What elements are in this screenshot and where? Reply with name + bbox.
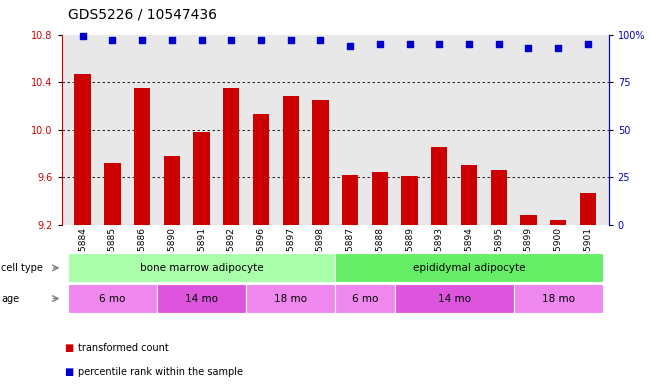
Point xyxy=(286,37,296,43)
Point xyxy=(404,41,415,47)
Point xyxy=(374,41,385,47)
Bar xyxy=(402,176,418,225)
Point xyxy=(493,41,504,47)
Bar xyxy=(246,284,335,313)
Bar xyxy=(104,163,120,225)
Bar xyxy=(372,172,388,225)
Point xyxy=(77,33,88,40)
Bar xyxy=(520,215,536,225)
Text: epididymal adipocyte: epididymal adipocyte xyxy=(413,263,525,273)
Point xyxy=(226,37,236,43)
Point xyxy=(583,41,593,47)
Bar xyxy=(68,253,335,282)
Text: age: age xyxy=(1,293,20,304)
Text: ■: ■ xyxy=(65,367,77,377)
Bar xyxy=(74,74,91,225)
Bar xyxy=(550,220,566,225)
Bar xyxy=(253,114,269,225)
Point xyxy=(464,41,474,47)
Point xyxy=(137,37,147,43)
Text: GDS5226 / 10547436: GDS5226 / 10547436 xyxy=(68,7,217,21)
Bar xyxy=(491,170,507,225)
Bar xyxy=(461,165,477,225)
Text: 14 mo: 14 mo xyxy=(437,293,471,304)
Point xyxy=(553,45,563,51)
Text: transformed count: transformed count xyxy=(78,343,169,353)
Point xyxy=(345,43,355,49)
Bar xyxy=(193,132,210,225)
Point xyxy=(107,37,118,43)
Text: percentile rank within the sample: percentile rank within the sample xyxy=(78,367,243,377)
Text: 18 mo: 18 mo xyxy=(274,293,307,304)
Point xyxy=(523,45,534,51)
Bar xyxy=(342,175,358,225)
Bar xyxy=(514,284,603,313)
Text: 6 mo: 6 mo xyxy=(99,293,126,304)
Bar xyxy=(134,88,150,225)
Bar xyxy=(335,284,395,313)
Bar xyxy=(312,100,329,225)
Text: bone marrow adipocyte: bone marrow adipocyte xyxy=(140,263,264,273)
Point xyxy=(434,41,445,47)
Bar xyxy=(157,284,246,313)
Text: 6 mo: 6 mo xyxy=(352,293,378,304)
Point xyxy=(167,37,177,43)
Point xyxy=(256,37,266,43)
Point xyxy=(315,37,326,43)
Bar xyxy=(395,284,514,313)
Bar xyxy=(335,253,603,282)
Bar xyxy=(163,156,180,225)
Text: ■: ■ xyxy=(65,343,77,353)
Bar xyxy=(431,147,447,225)
Text: cell type: cell type xyxy=(1,263,43,273)
Text: 18 mo: 18 mo xyxy=(542,293,575,304)
Point xyxy=(197,37,207,43)
Bar xyxy=(283,96,299,225)
Bar xyxy=(223,88,240,225)
Bar xyxy=(579,192,596,225)
Text: 14 mo: 14 mo xyxy=(185,293,218,304)
Bar xyxy=(68,284,157,313)
